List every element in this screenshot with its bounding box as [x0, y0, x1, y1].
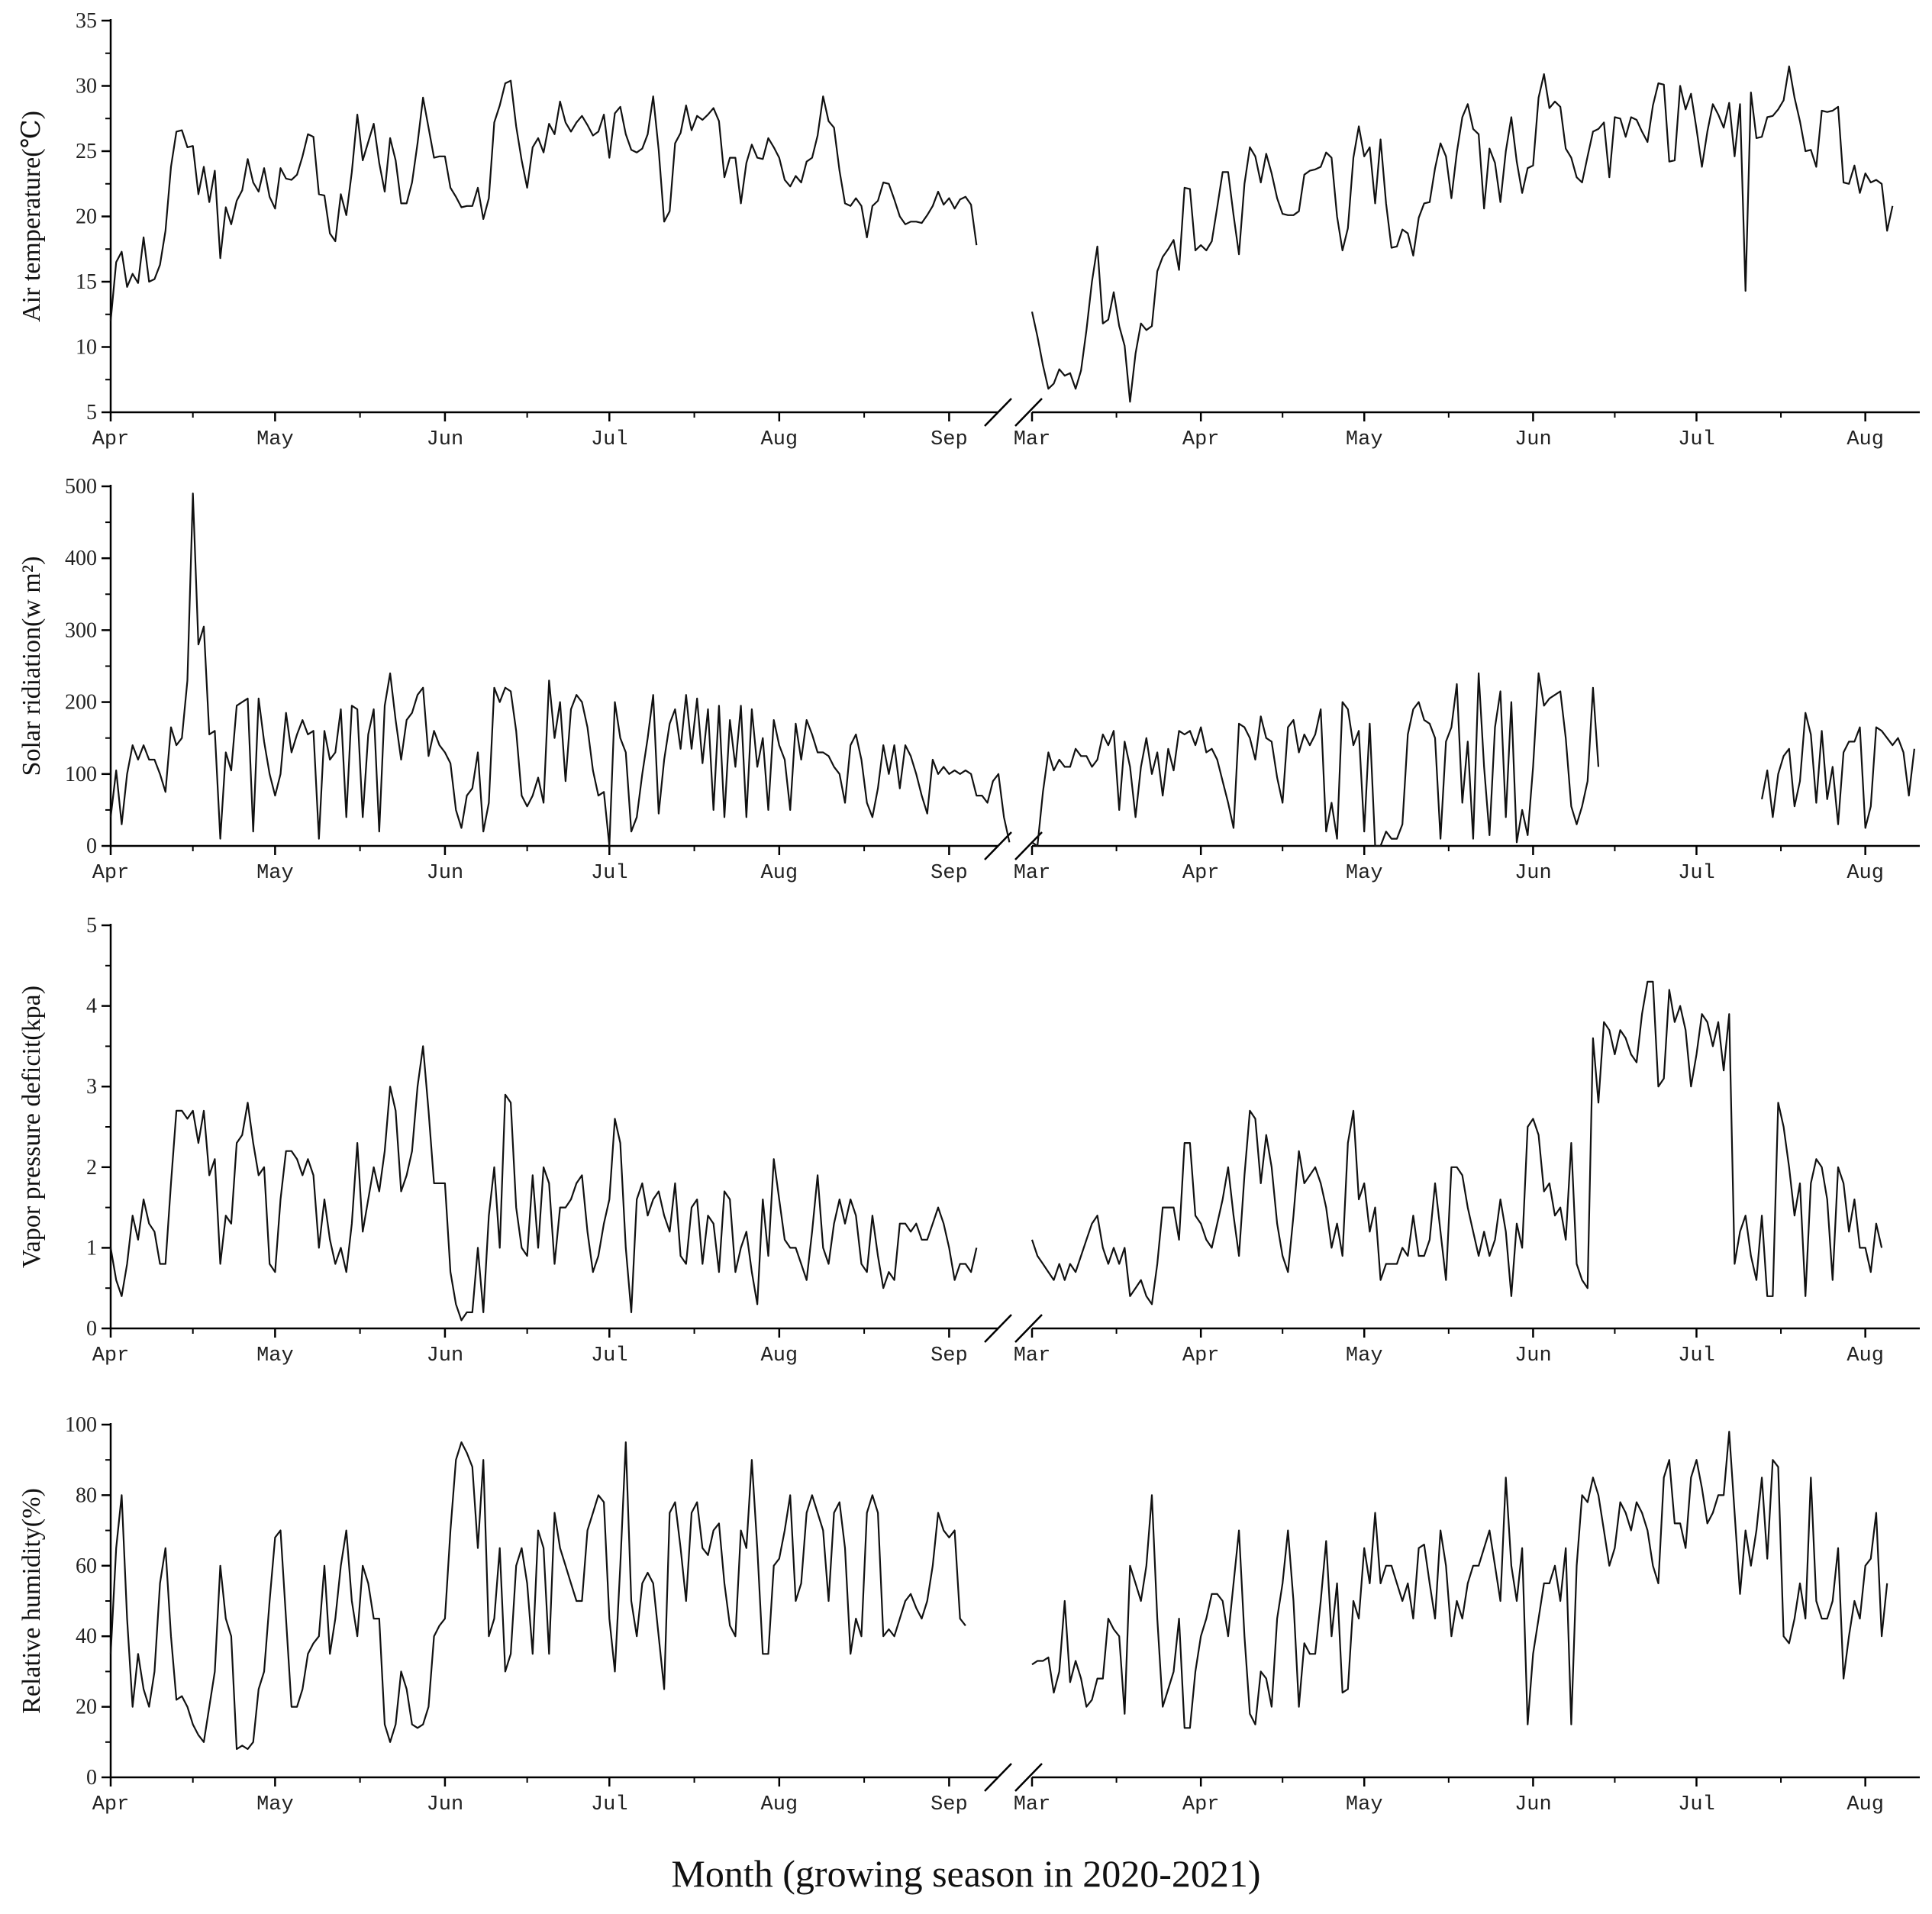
x-tick-label: Jul — [591, 862, 628, 885]
x-tick-label: May — [1346, 862, 1383, 885]
x-tick-label: Mar — [1014, 1344, 1051, 1367]
axis-break-mark — [1014, 1314, 1043, 1343]
y-tick-label: 5 — [86, 914, 97, 938]
y-tick-label: 0 — [86, 834, 97, 858]
y-axis-label: Solar ridiation(w m²) — [18, 557, 46, 776]
x-tick-label: Mar — [1014, 862, 1051, 885]
x-tick-label: Aug — [1847, 1793, 1884, 1816]
series-line-2020 — [109, 492, 1011, 847]
x-tick-label: Jun — [427, 862, 464, 885]
axis-break-mark — [1014, 831, 1043, 860]
x-tick-label: May — [256, 1344, 294, 1367]
x-tick-label: Apr — [92, 1344, 130, 1367]
x-tick-label: Sep — [931, 1344, 968, 1367]
x-tick-label: Jun — [427, 1344, 464, 1367]
y-tick-label: 400 — [65, 547, 97, 570]
y-tick-label: 30 — [76, 75, 97, 98]
x-tick-label: Apr — [1182, 1793, 1220, 1816]
y-tick-label: 40 — [76, 1625, 97, 1648]
y-tick-label: 500 — [65, 475, 97, 499]
x-tick-label: Aug — [761, 1344, 798, 1367]
y-tick-label: 60 — [76, 1554, 97, 1578]
y-tick-label: 100 — [65, 763, 97, 786]
y-tick-label: 15 — [76, 270, 97, 294]
x-tick-label: May — [256, 1793, 294, 1816]
y-tick-label: 35 — [76, 9, 97, 33]
y-tick-label: 25 — [76, 140, 97, 163]
x-tick-label: Aug — [1847, 428, 1884, 451]
x-tick-label: May — [1346, 428, 1383, 451]
x-tick-label: Apr — [92, 428, 130, 451]
x-tick-label: Mar — [1014, 1793, 1051, 1816]
x-tick-label: Jul — [1678, 862, 1715, 885]
y-tick-label: 3 — [86, 1075, 97, 1099]
series-line-2020 — [109, 1441, 966, 1751]
y-tick-label: 4 — [86, 995, 97, 1018]
y-tick-label: 200 — [65, 691, 97, 715]
x-tick-label: Jul — [1678, 1344, 1715, 1367]
x-tick-label: May — [1346, 1344, 1383, 1367]
x-tick-label: Jul — [1678, 1793, 1715, 1816]
axis-break-mark — [984, 1763, 1012, 1792]
y-tick-label: 0 — [86, 1317, 97, 1341]
axis-break-mark — [984, 1314, 1012, 1343]
y-tick-label: 1 — [86, 1236, 97, 1260]
panel-1: 5 10 15 20 25 30 35 Air temperature(℃) Apr May Jun… — [18, 9, 1920, 451]
x-tick-label: Jun — [1514, 1344, 1552, 1367]
y-axis-label: Air temperature(℃) — [18, 111, 46, 322]
series-line-2020 — [109, 79, 978, 321]
y-tick-label: 0 — [86, 1766, 97, 1790]
y-tick-label: 80 — [76, 1483, 97, 1507]
x-tick-label: Jul — [591, 1344, 628, 1367]
x-tick-label: Sep — [931, 862, 968, 885]
x-tick-label: Aug — [1847, 1344, 1884, 1367]
y-tick-label: 300 — [65, 618, 97, 642]
y-tick-label: 5 — [86, 401, 97, 424]
y-tick-label: 100 — [65, 1413, 97, 1437]
x-tick-label: Apr — [92, 1793, 130, 1816]
x-tick-label: Sep — [931, 1793, 968, 1816]
x-tick-label: Aug — [1847, 862, 1884, 885]
x-tick-label: Jun — [1514, 1793, 1552, 1816]
x-tick-label: Jul — [591, 1793, 628, 1816]
x-tick-label: Jun — [427, 1793, 464, 1816]
x-tick-label: Sep — [931, 428, 968, 451]
x-tick-label: Jun — [1514, 862, 1552, 885]
series-line-2020 — [109, 1045, 978, 1322]
x-tick-label: May — [256, 862, 294, 885]
x-tick-label: Jul — [1678, 428, 1715, 451]
x-tick-label: Mar — [1014, 428, 1051, 451]
panel-2: 0 100 200 300 400 500 Solar ridiation(w m²) Apr… — [18, 475, 1920, 885]
x-tick-label: Apr — [1182, 1344, 1220, 1367]
series-line-2021 — [1031, 65, 1894, 403]
y-tick-label: 20 — [76, 205, 97, 229]
x-tick-label: Apr — [92, 862, 130, 885]
x-tick-label: Aug — [761, 1793, 798, 1816]
axis-break-mark — [984, 831, 1012, 860]
axis-break-mark — [1014, 1763, 1043, 1792]
x-tick-label: Jun — [427, 428, 464, 451]
x-tick-label: Apr — [1182, 428, 1220, 451]
y-tick-label: 2 — [86, 1156, 97, 1180]
panel-3: 0 1 2 3 4 5 Vapor pressure deficit(kpa) Apr May J… — [18, 914, 1920, 1367]
figure-x-axis-label: Month (growing season in 2020-2021) — [671, 1852, 1261, 1895]
x-tick-label: May — [256, 428, 294, 451]
axis-break-mark — [1014, 398, 1043, 427]
series-line-2021 — [1031, 672, 1915, 847]
x-tick-label: Jul — [591, 428, 628, 451]
panel-4: 0 20 40 60 80 100 Relative humidity(%) Apr May Ju… — [18, 1413, 1920, 1816]
x-tick-label: May — [1346, 1793, 1383, 1816]
y-axis-label: Vapor pressure deficit(kpa) — [18, 986, 46, 1268]
y-tick-label: 20 — [76, 1696, 97, 1719]
y-tick-label: 10 — [76, 336, 97, 360]
x-tick-label: Jun — [1514, 428, 1552, 451]
x-tick-label: Apr — [1182, 862, 1220, 885]
y-axis-label: Relative humidity(%) — [18, 1488, 46, 1714]
series-line-2021 — [1031, 1431, 1888, 1729]
x-tick-label: Aug — [761, 862, 798, 885]
series-line-2021 — [1031, 980, 1883, 1306]
axis-break-mark — [984, 398, 1012, 427]
x-tick-label: Aug — [761, 428, 798, 451]
